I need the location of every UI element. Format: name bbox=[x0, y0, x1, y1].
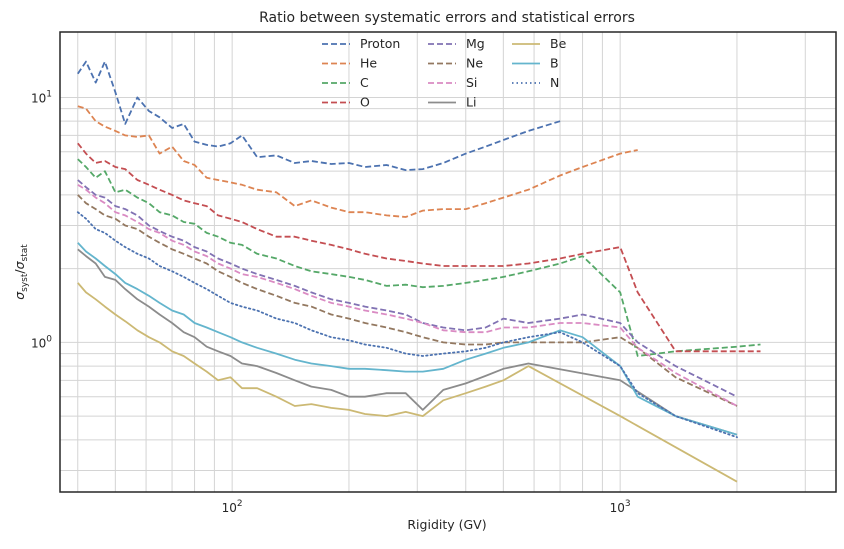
legend-item-c: C bbox=[322, 75, 369, 90]
legend-label: Li bbox=[466, 95, 476, 110]
legend: Proton He CO Mg Ne Si Li Be BN bbox=[322, 36, 567, 110]
series-line-si bbox=[77, 184, 738, 407]
legend-label: He bbox=[360, 56, 377, 71]
y-label-sigma-1: σ bbox=[12, 291, 27, 300]
legend-item-be: Be bbox=[512, 36, 567, 51]
y-label-slash: / bbox=[12, 269, 27, 274]
x-tick-exponent: 3 bbox=[625, 499, 631, 509]
y-tick-exponent: 1 bbox=[46, 89, 52, 99]
legend-label: B bbox=[550, 56, 559, 71]
grid bbox=[60, 32, 836, 492]
series-line-mg bbox=[77, 179, 738, 398]
x-tick-base: 10 bbox=[610, 501, 625, 515]
y-label-sub-1: syst bbox=[20, 273, 30, 292]
series-line-o bbox=[77, 142, 761, 353]
y-tick-label: 101 bbox=[31, 89, 52, 105]
x-axis-ticks: 102 103 bbox=[222, 499, 631, 515]
legend-label: Be bbox=[550, 36, 567, 51]
y-tick-exponent: 0 bbox=[46, 334, 52, 344]
legend-label: Proton bbox=[360, 36, 400, 51]
legend-label: N bbox=[550, 75, 559, 90]
series-layer bbox=[76, 60, 761, 483]
legend-item-b: B bbox=[512, 56, 559, 71]
legend-label: Si bbox=[466, 75, 477, 90]
y-tick-base: 10 bbox=[31, 336, 46, 350]
x-tick-base: 10 bbox=[222, 501, 237, 515]
series-line-proton bbox=[77, 60, 561, 172]
series-line-he bbox=[77, 105, 638, 218]
y-tick-label: 100 bbox=[31, 334, 52, 350]
legend-label: C bbox=[360, 75, 369, 90]
y-tick-base: 10 bbox=[31, 91, 46, 105]
x-tick-label: 102 bbox=[222, 499, 243, 515]
series-line-be bbox=[77, 282, 738, 483]
series-line-c bbox=[77, 158, 761, 357]
legend-item-li: Li bbox=[428, 95, 476, 110]
legend-item-he: He bbox=[322, 56, 377, 71]
series-line-li bbox=[77, 248, 738, 436]
x-tick-label: 103 bbox=[610, 499, 631, 515]
legend-item-proton: Proton bbox=[322, 36, 400, 51]
y-label-sigma-2: σ bbox=[12, 260, 27, 269]
legend-item-mg: Mg bbox=[428, 36, 485, 51]
series-line-b bbox=[77, 242, 738, 436]
x-axis-label: Rigidity (GV) bbox=[407, 517, 486, 532]
legend-label: O bbox=[360, 95, 370, 110]
series-line-n bbox=[76, 211, 738, 439]
legend-item-n: N bbox=[512, 75, 559, 90]
y-label-sub-2: stat bbox=[20, 244, 30, 262]
series-line-ne bbox=[77, 194, 738, 407]
legend-label: Ne bbox=[466, 56, 483, 71]
legend-label: Mg bbox=[466, 36, 485, 51]
y-axis-label: σsyst/σstat bbox=[12, 244, 30, 300]
plot-frame bbox=[59, 31, 837, 493]
x-tick-exponent: 2 bbox=[237, 499, 243, 509]
legend-item-ne: Ne bbox=[428, 56, 483, 71]
legend-item-si: Si bbox=[428, 75, 477, 90]
chart-title: Ratio between systematic errors and stat… bbox=[259, 10, 635, 26]
legend-item-o: O bbox=[322, 95, 370, 110]
